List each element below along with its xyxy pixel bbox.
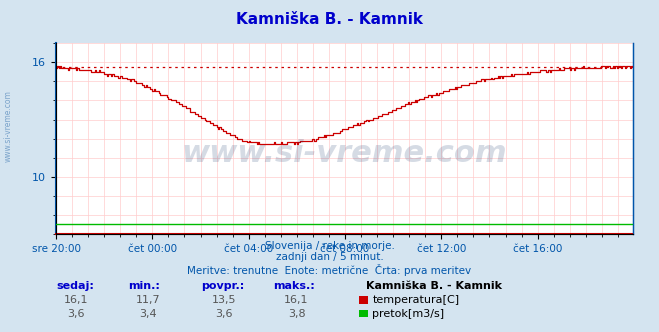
- Text: Kamniška B. - Kamnik: Kamniška B. - Kamnik: [366, 281, 501, 290]
- Text: 16,1: 16,1: [284, 295, 309, 305]
- Text: 3,8: 3,8: [288, 309, 305, 319]
- Text: povpr.:: povpr.:: [201, 281, 244, 290]
- Text: 13,5: 13,5: [212, 295, 237, 305]
- Text: zadnji dan / 5 minut.: zadnji dan / 5 minut.: [275, 252, 384, 262]
- Text: maks.:: maks.:: [273, 281, 315, 290]
- Text: Kamniška B. - Kamnik: Kamniška B. - Kamnik: [236, 12, 423, 27]
- Text: 3,6: 3,6: [215, 309, 233, 319]
- Text: 11,7: 11,7: [136, 295, 161, 305]
- Text: Meritve: trenutne  Enote: metrične  Črta: prva meritev: Meritve: trenutne Enote: metrične Črta: …: [187, 264, 472, 276]
- Text: Slovenija / reke in morje.: Slovenija / reke in morje.: [264, 241, 395, 251]
- Text: 16,1: 16,1: [63, 295, 88, 305]
- Text: 3,4: 3,4: [140, 309, 157, 319]
- Text: sedaj:: sedaj:: [56, 281, 94, 290]
- Text: temperatura[C]: temperatura[C]: [372, 295, 459, 305]
- Text: www.si-vreme.com: www.si-vreme.com: [181, 139, 507, 168]
- Text: pretok[m3/s]: pretok[m3/s]: [372, 309, 444, 319]
- Text: www.si-vreme.com: www.si-vreme.com: [4, 90, 13, 162]
- Text: min.:: min.:: [129, 281, 160, 290]
- Text: 3,6: 3,6: [67, 309, 84, 319]
